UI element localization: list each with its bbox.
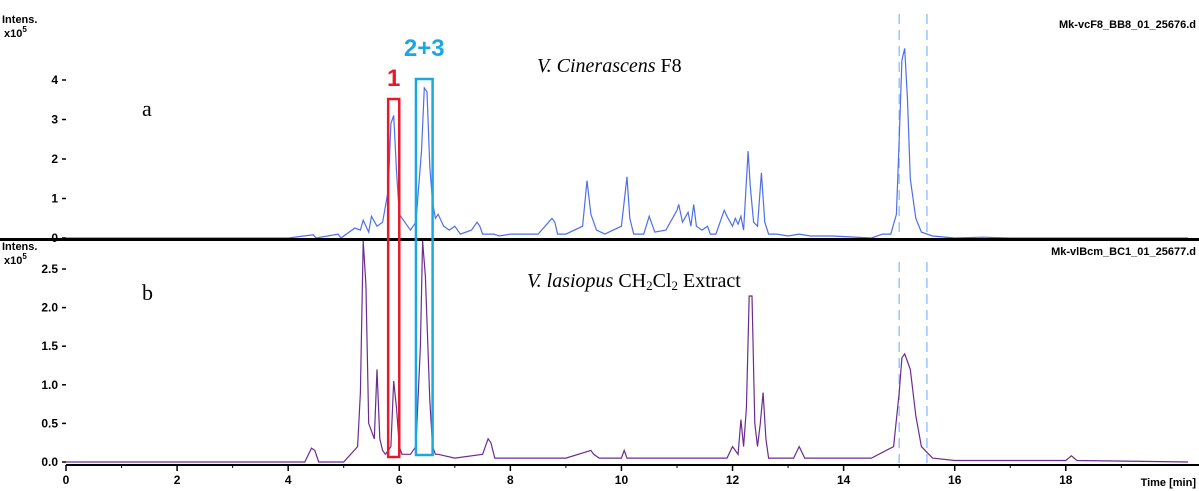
panel-a-ylabel-line1: Intens.	[2, 14, 37, 26]
panel-a-title-italic: V. Cinerascens	[537, 55, 656, 77]
panel-a-ytick-label: 4	[51, 73, 58, 87]
panel-b-title-sub1: 2	[646, 278, 653, 293]
panel-a-ylabel-exp: 5	[22, 25, 27, 34]
panel-b-ylabel-base: x10	[4, 255, 22, 267]
panel-b-title-cl: Cl	[653, 270, 672, 292]
peak-2-3-box	[414, 77, 434, 457]
x-tick-label: 8	[507, 473, 514, 487]
panel-b-title-sub2: 2	[672, 278, 679, 293]
panel-b-title-ch: CH	[618, 270, 646, 292]
x-tick-label: 12	[726, 473, 740, 487]
panel-b-ylabel-line1: Intens.	[2, 241, 37, 253]
panel-b-yticks: 0.0 0.5 1.0 1.5 2.0 2.5	[41, 262, 66, 469]
x-tick-label: 6	[396, 473, 403, 487]
panel-a-ytick-label: 2	[51, 152, 58, 166]
panel-a-ylabel-line2: x105	[4, 25, 27, 40]
panel-b-ytick-label: 1.0	[41, 378, 58, 392]
x-tick-label: 14	[837, 473, 851, 487]
x-tick-label: 18	[1059, 473, 1073, 487]
panel-b-ylabel-exp: 5	[22, 252, 27, 261]
panel-a-title-rest: F8	[656, 55, 682, 77]
x-tick-label: 2	[174, 473, 181, 487]
panel-b-ytick-label: 2.0	[41, 301, 58, 315]
panel-b-title-extract: Extract	[678, 270, 741, 292]
panel-a-ylabel-base: x10	[4, 28, 22, 40]
peak-2-3-label: 2+3	[404, 35, 445, 62]
panel-b-series-line	[66, 240, 1189, 463]
panel-b-letter: b	[142, 280, 153, 305]
panel-a-title: V. Cinerascens F8	[537, 55, 682, 77]
panel-a-ytick-label: 3	[51, 113, 58, 127]
panel-a-file-label: Mk-vcF8_BB8_01_25676.d	[1059, 19, 1196, 31]
x-axis-ticks: 0 2 4 6 8 10 12 14 16 18	[63, 465, 1122, 487]
panel-b-ytick-label: 1.5	[41, 339, 58, 353]
panel-b-dashed-lines	[898, 262, 928, 463]
x-tick-label: 4	[285, 473, 292, 487]
panel-a-ytick-label: 1	[51, 192, 58, 206]
x-axis-label: Time [min]	[1141, 477, 1197, 489]
panel-a-letter: a	[142, 96, 152, 121]
panel-b-title-italic: V. lasiopus	[527, 270, 614, 292]
panel-b-ytick-label: 0.0	[41, 455, 58, 469]
panel-b-ytick-label: 0.5	[41, 416, 58, 430]
peak-annotations: 1 2+3	[386, 35, 445, 459]
panel-b-file-label: Mk-vlBcm_BC1_01_25677.d	[1051, 246, 1196, 258]
x-tick-label: 16	[948, 473, 962, 487]
peak-1-box	[386, 97, 401, 459]
x-tick-label: 0	[63, 473, 70, 487]
peak-1-label: 1	[387, 65, 400, 92]
panel-b-title: V. lasiopus CH2Cl2 Extract	[527, 270, 741, 293]
x-tick-label: 10	[615, 473, 629, 487]
panel-b-ylabel-line2: x105	[4, 252, 27, 267]
panel-b: Intens. x105 Mk-vlBcm_BC1_01_25677.d V. …	[2, 240, 1196, 469]
panel-b-ytick-label: 2.5	[41, 262, 58, 276]
